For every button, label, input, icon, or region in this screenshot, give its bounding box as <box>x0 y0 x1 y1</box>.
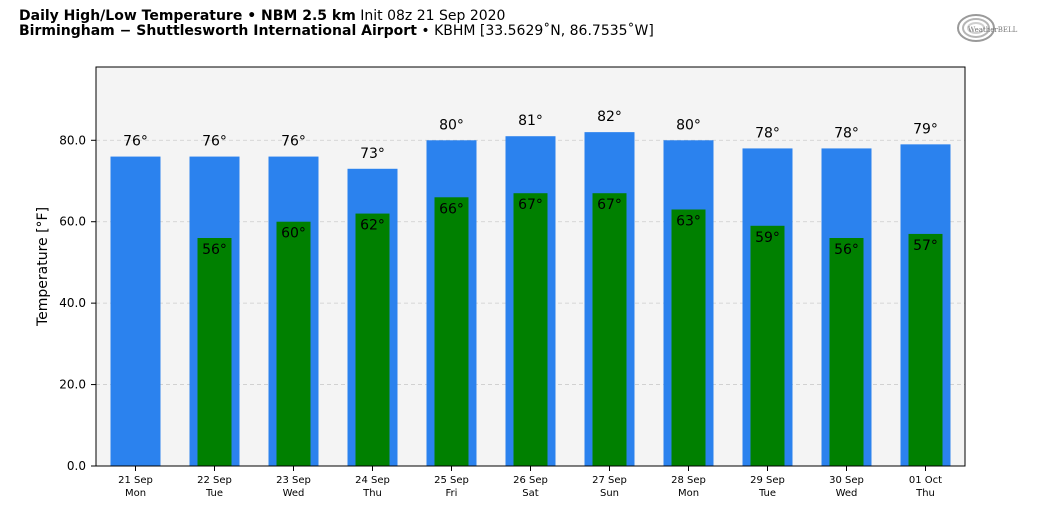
y-axis: 0.0 20.0 40.0 60.0 80.0 <box>59 133 96 473</box>
x-tick-label-date: 27 Sep <box>592 475 627 486</box>
x-tick-label-date: 01 Oct <box>909 475 942 486</box>
low-temp-bar <box>513 193 548 466</box>
high-temp-label: 81° <box>518 113 543 129</box>
y-axis-title: Temperature [°F] <box>35 207 51 327</box>
y-tick-label: 60.0 <box>59 215 86 229</box>
high-temp-label: 76° <box>123 134 148 150</box>
low-temp-label: 56° <box>834 242 859 258</box>
low-temp-label: 56° <box>202 242 227 258</box>
x-tick-label-date: 21 Sep <box>118 475 153 486</box>
x-tick-label-date: 30 Sep <box>829 475 864 486</box>
logo-text: WeatherBELL <box>968 26 1018 34</box>
high-temp-label: 76° <box>202 134 227 150</box>
bar-value-labels: 76° 76° 56° 76° 60° 73° 62° 80° 66° 81° 67° 82° 67° 8… <box>123 109 938 258</box>
header-line-1: Daily High/Low Temperature • NBM 2.5 km … <box>19 9 654 24</box>
x-tick-label-day: Fri <box>446 488 458 499</box>
x-tick-label-day: Tue <box>205 488 223 499</box>
high-temp-label: 78° <box>755 125 780 141</box>
model-name: NBM 2.5 km <box>261 8 356 24</box>
low-temp-label: 59° <box>755 230 780 246</box>
station-info: KBHM [33.5629˚N, 86.7535˚W] <box>434 23 654 39</box>
low-temp-label: 57° <box>913 238 938 254</box>
x-tick-label-day: Wed <box>283 488 305 499</box>
x-tick-label-day: Thu <box>362 488 382 499</box>
x-tick-label-day: Tue <box>758 488 776 499</box>
x-tick-label-date: 29 Sep <box>750 475 785 486</box>
title-separator: • <box>242 8 262 24</box>
high-temp-label: 73° <box>360 146 385 162</box>
chart-title: Daily High/Low Temperature <box>19 8 243 24</box>
y-tick-label: 80.0 <box>59 133 86 147</box>
x-tick-label-day: Mon <box>678 488 699 499</box>
low-temp-bar <box>197 238 232 466</box>
x-tick-label-day: Sun <box>600 488 619 499</box>
low-temp-bar <box>750 225 785 466</box>
location-separator: • <box>416 23 435 39</box>
low-temp-label: 62° <box>360 218 385 234</box>
high-temp-label: 78° <box>834 125 859 141</box>
y-tick-label: 20.0 <box>59 378 86 392</box>
high-temp-bar <box>110 156 161 467</box>
low-temp-bar <box>829 238 864 466</box>
x-tick-label-date: 25 Sep <box>434 475 469 486</box>
x-tick-label-date: 24 Sep <box>355 475 390 486</box>
logo-swirl-icon <box>957 14 995 42</box>
low-temp-bar <box>908 233 943 466</box>
x-tick-label-day: Thu <box>915 488 935 499</box>
low-temp-bar <box>434 197 469 467</box>
x-tick-label-day: Mon <box>125 488 146 499</box>
low-temp-label: 67° <box>518 197 543 213</box>
y-tick-label: 0.0 <box>67 459 86 473</box>
high-temp-label: 80° <box>676 117 701 133</box>
x-axis: 21 Sep Mon 22 Sep Tue 23 Sep Wed 24 Sep Thu 25 S… <box>118 466 942 499</box>
x-tick-label-date: 26 Sep <box>513 475 548 486</box>
low-temp-label: 60° <box>281 226 306 242</box>
low-temp-bar <box>671 209 706 466</box>
low-temp-label: 63° <box>676 214 701 230</box>
low-temp-label: 66° <box>439 201 464 217</box>
low-temp-bar <box>276 221 311 466</box>
low-temp-bars <box>197 193 943 467</box>
high-temp-label: 79° <box>913 121 938 137</box>
high-temp-label: 76° <box>281 134 306 150</box>
chart-header: Daily High/Low Temperature • NBM 2.5 km … <box>19 9 654 39</box>
x-tick-label-date: 28 Sep <box>671 475 706 486</box>
high-temp-label: 80° <box>439 117 464 133</box>
low-temp-label: 67° <box>597 197 622 213</box>
x-tick-label-date: 23 Sep <box>276 475 311 486</box>
low-temp-bar <box>355 213 390 466</box>
header-line-2: Birmingham − Shuttlesworth International… <box>19 24 654 39</box>
y-tick-label: 40.0 <box>59 296 86 310</box>
x-tick-label-day: Sat <box>522 488 538 499</box>
low-temp-bar <box>592 193 627 466</box>
init-time: Init 08z 21 Sep 2020 <box>360 8 506 24</box>
location-name: Birmingham − Shuttlesworth International… <box>19 23 417 39</box>
high-temp-label: 82° <box>597 109 622 125</box>
x-tick-label-date: 22 Sep <box>197 475 232 486</box>
weatherbell-logo: WeatherBELL <box>957 14 1018 42</box>
x-tick-label-day: Wed <box>836 488 858 499</box>
